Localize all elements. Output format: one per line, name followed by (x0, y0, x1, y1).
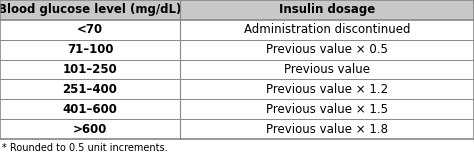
Text: <70: <70 (77, 23, 103, 36)
Text: 251–400: 251–400 (63, 83, 118, 96)
Bar (180, 20, 474, 40)
Text: Previous value: Previous value (284, 63, 370, 76)
Bar (180, 60, 474, 79)
Text: 401–600: 401–600 (63, 103, 118, 116)
Text: Previous value × 1.5: Previous value × 1.5 (266, 103, 388, 116)
Text: 101–250: 101–250 (63, 63, 118, 76)
Bar (0, 20, 180, 40)
Bar (0, 0, 180, 20)
Text: * Rounded to 0.5 unit increments.: * Rounded to 0.5 unit increments. (2, 143, 168, 153)
Text: Previous value × 1.8: Previous value × 1.8 (266, 123, 388, 136)
Text: Blood glucose level (mg/dL): Blood glucose level (mg/dL) (0, 3, 182, 16)
Bar (180, 0, 474, 20)
Bar (0, 79, 180, 99)
Text: 71–100: 71–100 (67, 43, 113, 56)
Bar (180, 99, 474, 119)
Bar (0, 99, 180, 119)
Text: Administration discontinued: Administration discontinued (244, 23, 410, 36)
Text: Insulin dosage: Insulin dosage (279, 3, 375, 16)
Text: Previous value × 0.5: Previous value × 0.5 (266, 43, 388, 56)
Bar (180, 40, 474, 60)
Text: >600: >600 (73, 123, 107, 136)
Bar (180, 119, 474, 139)
Bar (0, 119, 180, 139)
Text: Previous value × 1.2: Previous value × 1.2 (266, 83, 388, 96)
Bar (180, 79, 474, 99)
Bar (0, 60, 180, 79)
Bar (0, 40, 180, 60)
